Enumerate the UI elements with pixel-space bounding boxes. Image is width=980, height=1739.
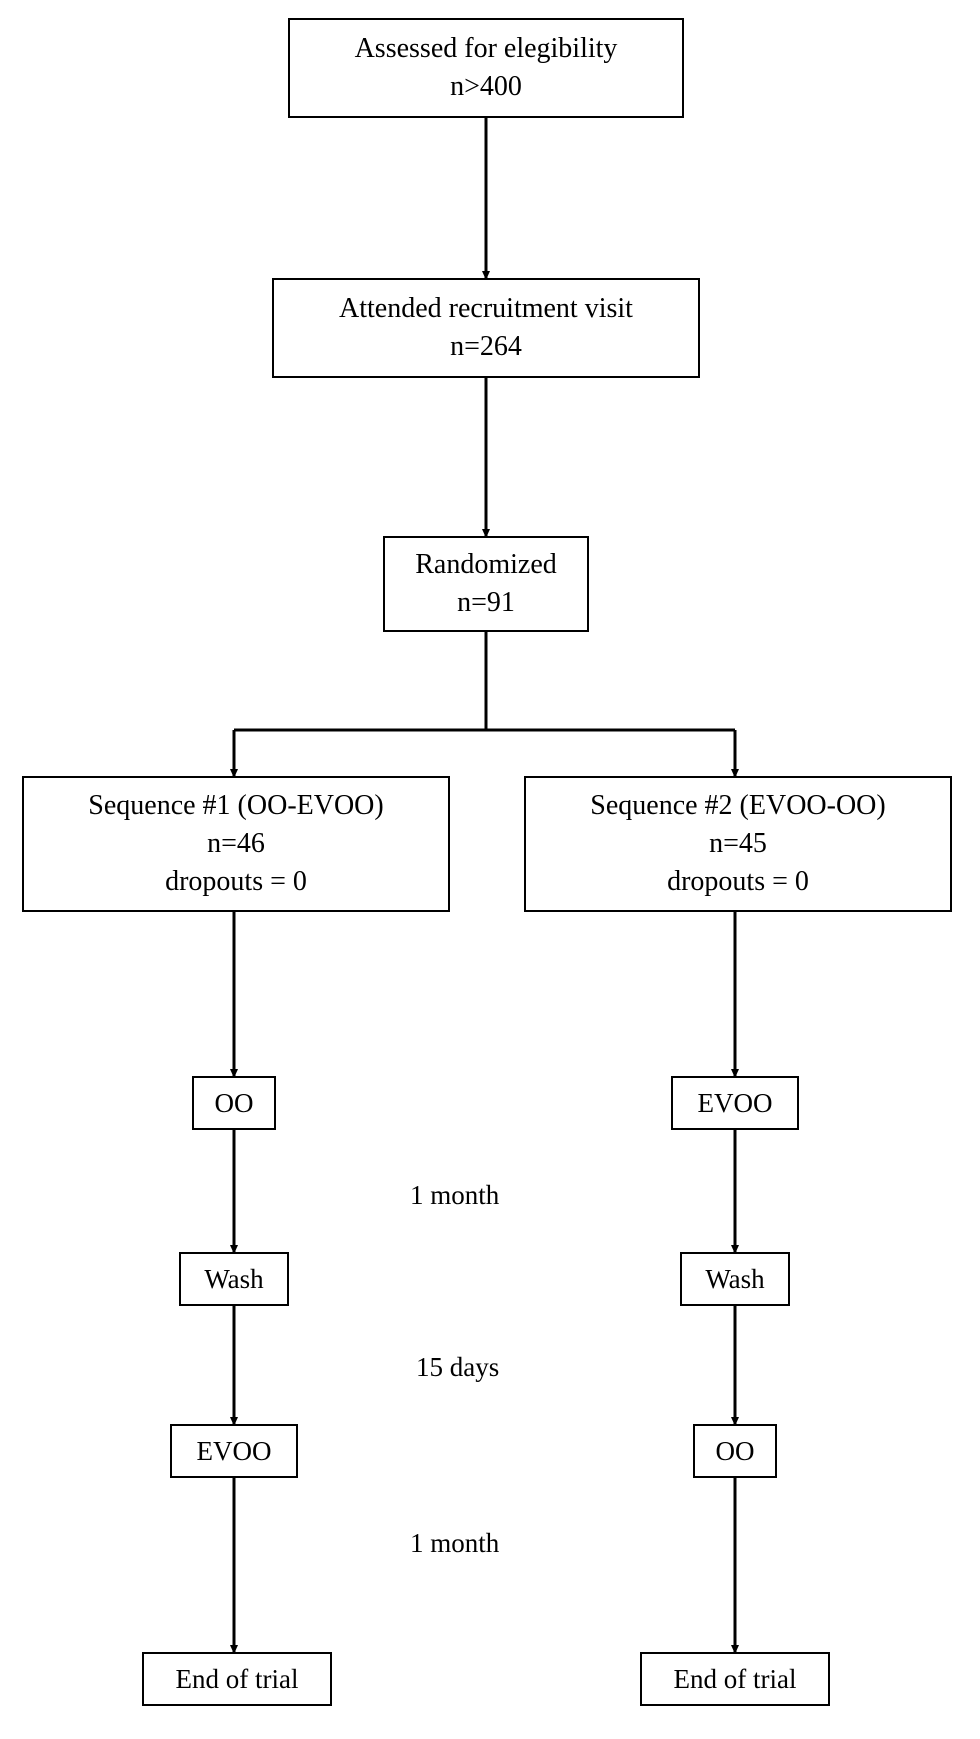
node-seq2-p1: EVOO: [671, 1076, 799, 1130]
node-seq1-p2: EVOO: [170, 1424, 298, 1478]
node-randomized: Randomized n=91: [383, 536, 589, 632]
node-seq2-line3: dropouts = 0: [667, 863, 809, 901]
node-seq1: Sequence #1 (OO-EVOO) n=46 dropouts = 0: [22, 776, 450, 912]
node-seq2: Sequence #2 (EVOO-OO) n=45 dropouts = 0: [524, 776, 952, 912]
node-seq1-line2: n=46: [207, 825, 265, 863]
node-attended-line1: Attended recruitment visit: [339, 290, 633, 328]
node-seq2-p2: OO: [693, 1424, 777, 1478]
node-seq1-line3: dropouts = 0: [165, 863, 307, 901]
node-seq2-end: End of trial: [640, 1652, 830, 1706]
node-seq2-line1: Sequence #2 (EVOO-OO): [590, 787, 885, 825]
node-seq1-end: End of trial: [142, 1652, 332, 1706]
period-label-15days: 15 days: [416, 1352, 499, 1383]
node-seq1-p2-label: EVOO: [197, 1433, 272, 1469]
node-seq2-wash: Wash: [680, 1252, 790, 1306]
period-label-1month-a: 1 month: [410, 1180, 499, 1211]
node-seq2-p1-label: EVOO: [698, 1085, 773, 1121]
node-seq2-wash-label: Wash: [705, 1261, 764, 1297]
node-assessed-line1: Assessed for elegibility: [355, 30, 618, 68]
node-seq1-wash-label: Wash: [204, 1261, 263, 1297]
node-attended: Attended recruitment visit n=264: [272, 278, 700, 378]
node-randomized-line2: n=91: [457, 584, 515, 622]
node-seq1-end-label: End of trial: [176, 1661, 299, 1697]
node-assessed: Assessed for elegibility n>400: [288, 18, 684, 118]
period-label-1month-b: 1 month: [410, 1528, 499, 1559]
node-assessed-line2: n>400: [450, 68, 522, 106]
node-seq2-p2-label: OO: [716, 1433, 755, 1469]
node-seq2-line2: n=45: [709, 825, 767, 863]
node-seq1-line1: Sequence #1 (OO-EVOO): [88, 787, 383, 825]
node-seq1-wash: Wash: [179, 1252, 289, 1306]
node-seq2-end-label: End of trial: [674, 1661, 797, 1697]
node-seq1-p1: OO: [192, 1076, 276, 1130]
node-attended-line2: n=264: [450, 328, 522, 366]
node-seq1-p1-label: OO: [215, 1085, 254, 1121]
node-randomized-line1: Randomized: [415, 546, 557, 584]
